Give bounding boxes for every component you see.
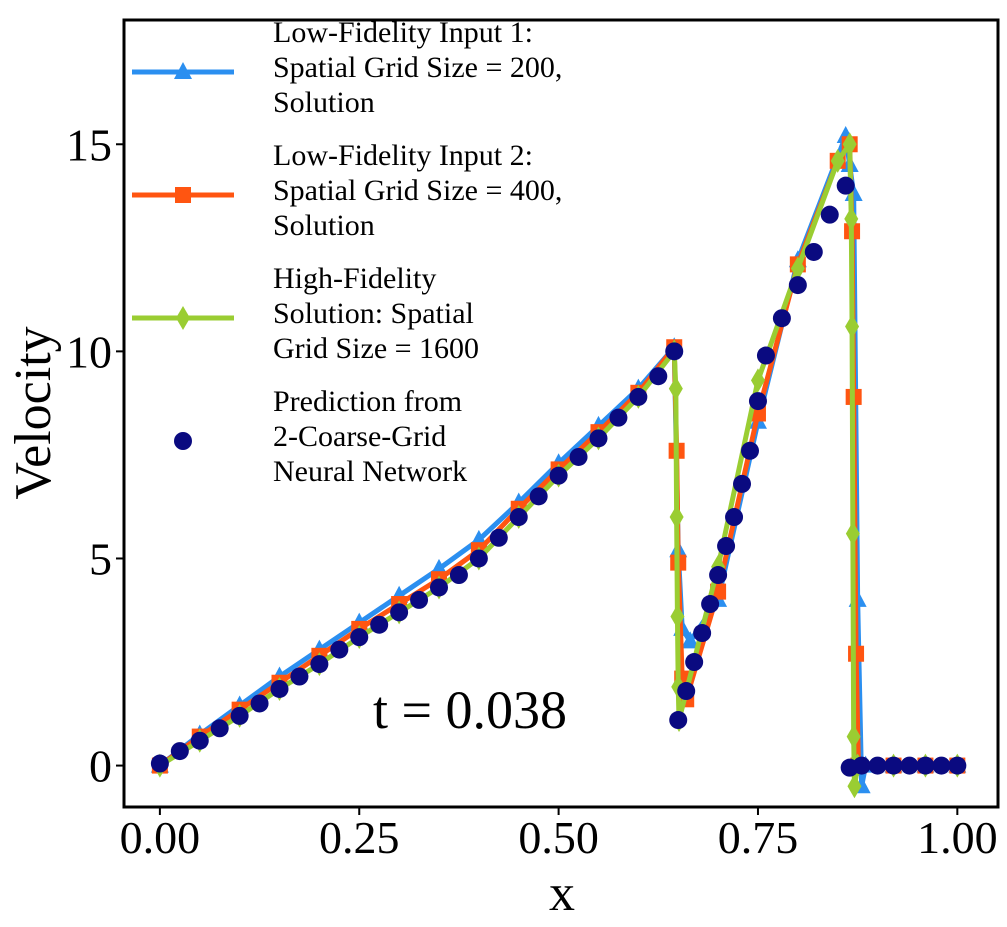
point [836, 176, 855, 195]
point [868, 756, 887, 775]
point [846, 724, 861, 749]
point [845, 314, 860, 339]
point [569, 447, 588, 466]
legend-entry: Low-Fidelity Input 1: Spatial Grid Size =… [132, 16, 562, 119]
point [748, 392, 767, 411]
point [681, 631, 700, 649]
point [665, 342, 684, 361]
point [410, 590, 429, 609]
point [549, 466, 568, 485]
point [756, 346, 775, 365]
legend-entry: Low-Fidelity Input 2: Spatial Grid Size =… [132, 139, 562, 242]
point [709, 566, 728, 585]
x-tick-label: 0.25 [319, 812, 400, 863]
point [804, 242, 823, 261]
legend-marker [175, 187, 191, 203]
point [370, 615, 389, 634]
point [210, 719, 229, 738]
point [790, 256, 805, 281]
point [717, 537, 736, 556]
y-tick-label: 15 [66, 119, 112, 170]
legend-marker [174, 62, 192, 79]
point [529, 487, 548, 506]
point [429, 578, 448, 597]
x-tick-label: 0.50 [518, 812, 599, 863]
point [390, 603, 409, 622]
y-tick-label: 10 [66, 326, 112, 377]
point [900, 756, 919, 775]
point [449, 566, 468, 585]
point [932, 756, 951, 775]
point [884, 756, 903, 775]
point [847, 774, 862, 799]
annotation: t = 0.038 [373, 680, 567, 740]
x-axis-label: x [549, 865, 575, 922]
point [250, 694, 269, 713]
legend-label: Prediction from 2-Coarse-Grid Neural Netwo… [273, 385, 467, 488]
point [489, 528, 508, 547]
point [589, 429, 608, 448]
point [668, 376, 683, 401]
point [230, 706, 249, 725]
point [290, 667, 309, 686]
point [725, 508, 744, 527]
legend-marker [174, 432, 192, 450]
point [509, 508, 528, 527]
point [733, 474, 752, 493]
point [740, 441, 759, 460]
y-tick-label: 5 [89, 533, 112, 584]
legend-label: Low-Fidelity Input 1: Spatial Grid Size =… [273, 16, 562, 119]
point [916, 756, 935, 775]
point [669, 505, 684, 530]
legend-label: High-Fidelity Solution: Spatial Grid Size … [273, 262, 479, 365]
legend-entry: Prediction from 2-Coarse-Grid Neural Netwo… [174, 385, 467, 488]
point [830, 148, 845, 173]
point [701, 595, 720, 614]
plot-frame [122, 18, 1000, 809]
point [842, 132, 857, 157]
point [649, 367, 668, 386]
legend-marker [176, 306, 190, 330]
point [669, 711, 688, 730]
y-axis-label: Velocity [5, 326, 62, 499]
point [469, 549, 488, 568]
point [350, 628, 369, 647]
y-tick-label: 0 [89, 741, 112, 792]
x-tick-label: 1.00 [917, 812, 998, 863]
point [852, 756, 871, 775]
point [270, 679, 289, 698]
point [788, 276, 807, 295]
point [848, 645, 865, 662]
point [310, 655, 329, 674]
legend-label: Low-Fidelity Input 2: Spatial Grid Size =… [273, 139, 562, 242]
point [772, 309, 791, 328]
point [693, 624, 712, 643]
point [844, 206, 859, 231]
point [670, 604, 685, 629]
point [170, 742, 189, 761]
point [685, 653, 704, 672]
point [609, 408, 628, 427]
point [330, 640, 349, 659]
point [677, 682, 696, 701]
point [820, 205, 839, 224]
legend: Low-Fidelity Input 1: Spatial Grid Size =… [132, 16, 562, 488]
point [948, 756, 967, 775]
x-tick-label: 0.75 [718, 812, 799, 863]
x-tick-label: 0.00 [120, 812, 201, 863]
legend-entry: High-Fidelity Solution: Spatial Grid Size … [132, 262, 479, 365]
point [750, 368, 765, 393]
point [629, 387, 648, 406]
point [150, 754, 169, 773]
point [845, 521, 860, 546]
plot-area [150, 125, 967, 799]
point [190, 731, 209, 750]
